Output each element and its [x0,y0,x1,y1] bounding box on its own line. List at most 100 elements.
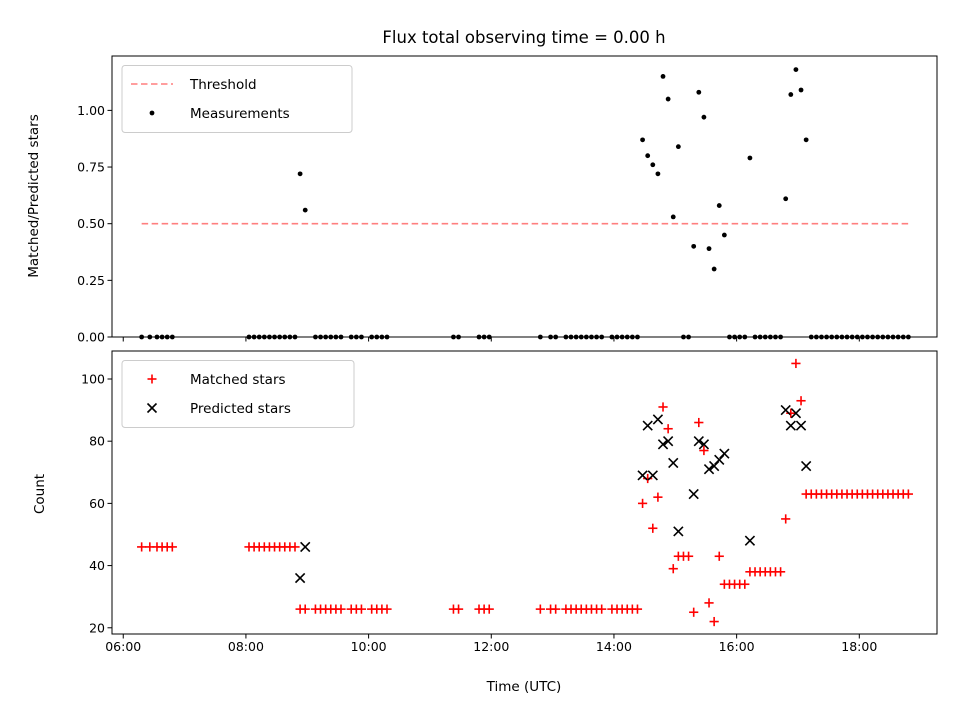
predicted-star-point [785,420,796,431]
matched-star-point [653,492,663,502]
matched-star-point [709,616,719,627]
predicted-star-point [688,488,699,500]
top-y-tick-label: 0.50 [77,216,105,231]
measurement-point [783,196,789,202]
x-tick-label: 12:00 [473,639,509,654]
matched-star-point [453,604,464,614]
bottom-y-tick-label: 100 [81,371,105,386]
matched-star-point [689,607,699,617]
measurement-point [721,232,727,238]
predicted-star-point [795,420,807,431]
top-y-tick-label: 0.25 [77,273,105,288]
bottom-y-axis-label: Count [32,474,48,514]
measurement-point [650,162,656,168]
x-tick-label: 08:00 [228,639,264,654]
measurement-point [670,214,676,220]
x-axis-label: Time (UTC) [486,679,562,695]
top-legend-label: Threshold [189,77,257,93]
measurement-point [660,73,666,79]
matched-star-point [167,542,177,552]
measurement-point [655,171,661,177]
measurement-point [640,137,645,143]
predicted-star-point [668,457,679,469]
matched-star-point [796,396,806,406]
matched-star-point [781,514,791,524]
top-y-tick-label: 0.00 [77,330,105,345]
matched-star-point [597,604,607,614]
measurement-point [793,67,799,72]
matched-star-point [382,604,392,614]
matched-star-point [290,542,300,552]
x-tick-label: 16:00 [719,639,755,654]
predicted-star-point [657,439,669,450]
measurement-point [297,171,303,177]
predicted-star-point [300,541,311,553]
predicted-star-point [780,404,791,416]
measurement-point [716,203,722,208]
measurement-point [798,87,804,93]
predicted-star-point [647,470,658,481]
matched-star-point [775,567,786,577]
measurement-point [696,89,702,95]
measurement-point [711,266,717,272]
predicted-star-point [703,464,715,475]
bottom-legend-box [121,360,355,428]
matched-star-point [632,604,643,614]
legend-matched-swatch [147,374,157,384]
bottom-legend: Matched stars Predicted stars [121,360,355,428]
measurement-point [701,114,707,120]
matched-star-point [551,604,561,614]
x-tick-label: 18:00 [841,639,877,654]
matched-star-point [699,445,709,456]
measurement-point [675,144,681,150]
bottom-y-tick-label: 80 [89,434,105,449]
matched-star-point [704,598,714,608]
top-y-tick-label: 0.75 [77,160,105,175]
measurement-point [788,92,794,97]
measurement-point [645,153,651,159]
matched-star-point [668,564,678,574]
predicted-star-point [790,408,802,419]
bottom-legend-label: Matched stars [190,372,286,388]
matched-star-point [791,358,801,369]
matched-star-point [740,579,750,589]
predicted-star-point [673,526,684,537]
predicted-star-point [698,439,710,450]
top-legend: Threshold Measurements [121,65,353,133]
matched-star-point [903,489,913,499]
measurement-point [803,137,809,143]
matched-star-point [535,604,545,614]
bottom-plot-frame [111,350,938,635]
legend-measurement-swatch [149,110,155,116]
predicted-star-point [642,420,653,431]
matched-star-point [137,542,147,552]
bottom-y-tick-label: 20 [89,620,105,635]
bottom-y-tick-label: 40 [89,558,105,573]
top-legend-box [121,65,353,133]
predicted-star-point [652,414,664,425]
matched-star-point [658,402,668,412]
predicted-star-point [744,535,756,546]
matched-star-point [356,604,367,614]
predicted-star-point [719,448,730,459]
matched-star-point [336,604,346,614]
predicted-star-point [693,436,704,447]
x-tick-label: 06:00 [105,639,141,654]
matched-star-point [663,424,673,434]
predicted-star-point [294,572,306,584]
measurement-point [747,155,753,161]
measurement-point [665,96,671,102]
top-y-tick-label: 1.00 [77,103,105,118]
matched-star-point [648,523,658,533]
top-legend-label: Measurements [190,106,290,122]
measurement-point [302,207,308,213]
predicted-star-point [662,436,674,447]
matched-star-point [637,498,648,508]
top-plot-frame [111,55,938,338]
bottom-panel: 20 40 60 80 100 06:00 08:00 10:00 12:00 14:00 16:0… [81,350,938,654]
measurement-point [691,243,697,249]
predicted-star-point [637,470,648,481]
top-panel: 0.00 0.25 0.50 0.75 1.00 Threshold Measurement… [77,55,938,345]
matched-star-point [714,551,724,561]
